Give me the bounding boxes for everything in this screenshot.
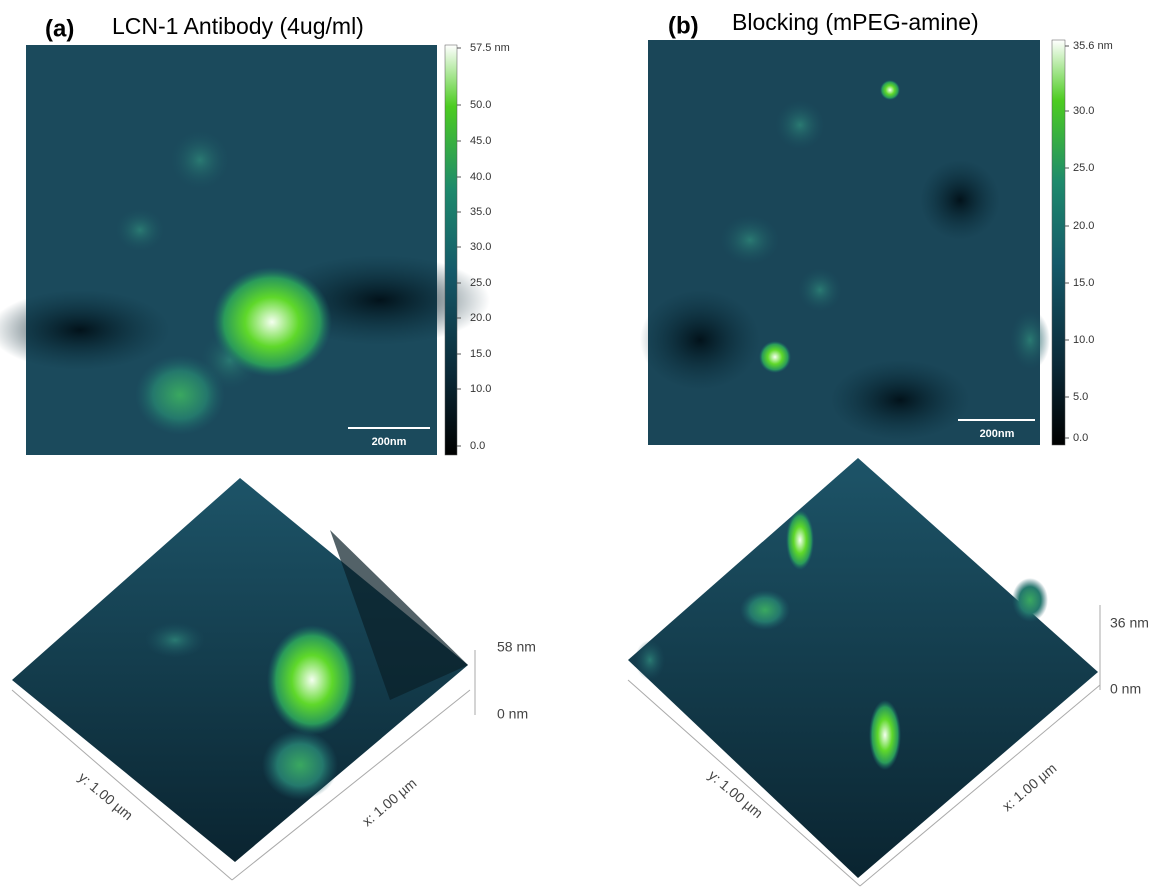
colorbar-tick-label: 35.0 — [470, 206, 491, 218]
panel-title: Blocking (mPEG-amine) — [732, 9, 979, 35]
colorbar-tick-label: 50.0 — [470, 99, 491, 111]
panel-title: LCN-1 Antibody (4ug/ml) — [112, 13, 364, 39]
shape — [262, 730, 338, 800]
page: {"panels": [ {"label": "(a)", "title": "… — [0, 0, 1169, 890]
shape — [786, 510, 814, 570]
colorbar-tick-label: 25.0 — [1073, 162, 1094, 174]
colorbar-tick-label: 15.0 — [470, 348, 491, 360]
shape — [267, 625, 357, 735]
shape — [1010, 310, 1050, 370]
z-max-label: 36 nm — [1110, 615, 1149, 631]
shape — [135, 355, 225, 435]
shape — [635, 640, 665, 680]
shape — [759, 341, 791, 373]
z-min-label: 0 nm — [497, 706, 528, 722]
afm-image: 200nm — [640, 40, 1050, 445]
body: (a) LCN-1 Antibody (4ug/ml) 200nm 57.5 n… — [0, 0, 1169, 890]
colorbar-tick-label: 30.0 — [470, 241, 491, 253]
colorbar-tick-label: 40.0 — [470, 171, 491, 183]
y-axis-label: y: 1.00 µm — [76, 769, 137, 823]
shape — [830, 360, 970, 440]
colorbar-tick-label: 35.6 nm — [1073, 40, 1113, 52]
x-axis-label: x: 1.00 µm — [999, 760, 1060, 814]
shape — [26, 45, 437, 455]
colorbar-ticks: 57.5 nm 50.0 45.0 40.0 35.0 30.0 25.0 20.0 15.0 1… — [457, 42, 510, 452]
panel-label: (b) — [668, 12, 699, 39]
colorbar-tick-label: 20.0 — [1073, 220, 1094, 232]
colorbar-tick-label: 0.0 — [1073, 432, 1088, 444]
colorbar-tick-label: 45.0 — [470, 135, 491, 147]
shape — [628, 458, 1098, 878]
scale-bar-label: 200nm — [372, 436, 407, 448]
shape — [115, 208, 165, 252]
scale-bar-label: 200nm — [980, 428, 1015, 440]
shape — [920, 160, 1000, 240]
shape — [640, 290, 760, 390]
shape — [720, 215, 780, 265]
colorbar — [445, 45, 457, 455]
colorbar-ticks: 35.6 nm 30.0 25.0 20.0 15.0 10.0 5.0 0.0 — [1065, 40, 1113, 444]
shape — [145, 622, 205, 658]
z-min-label: 0 nm — [1110, 681, 1141, 697]
colorbar-tick-label: 15.0 — [1073, 277, 1094, 289]
surface-3d: 58 nm 0 nm y: 1.00 µm x: 1.00 µm — [12, 478, 536, 880]
shape — [798, 268, 842, 312]
colorbar-tick-label: 20.0 — [470, 312, 491, 324]
colorbar-tick-label: 10.0 — [470, 383, 491, 395]
colorbar-tick-label: 5.0 — [1073, 391, 1088, 403]
colorbar-tick-label: 0.0 — [470, 440, 485, 452]
shape — [170, 130, 230, 190]
colorbar-tick-label: 25.0 — [470, 277, 491, 289]
shape — [740, 590, 790, 630]
shape — [775, 100, 825, 150]
colorbar-tick-label: 10.0 — [1073, 334, 1094, 346]
z-max-label: 58 nm — [497, 639, 536, 655]
figure: (a) LCN-1 Antibody (4ug/ml) 200nm 57.5 n… — [0, 0, 1169, 890]
panel-label: (a) — [45, 15, 74, 42]
shape — [1012, 578, 1048, 622]
shape — [869, 700, 901, 770]
colorbar-tick-label: 57.5 nm — [470, 42, 510, 54]
colorbar — [1052, 40, 1065, 445]
x-axis-label: x: 1.00 µm — [359, 775, 420, 829]
afm-image: 200nm — [0, 45, 490, 455]
shape — [880, 80, 900, 100]
shape — [212, 267, 332, 377]
colorbar-tick-label: 30.0 — [1073, 105, 1094, 117]
surface-3d: 36 nm 0 nm y: 1.00 µm x: 1.00 µm — [628, 458, 1149, 886]
